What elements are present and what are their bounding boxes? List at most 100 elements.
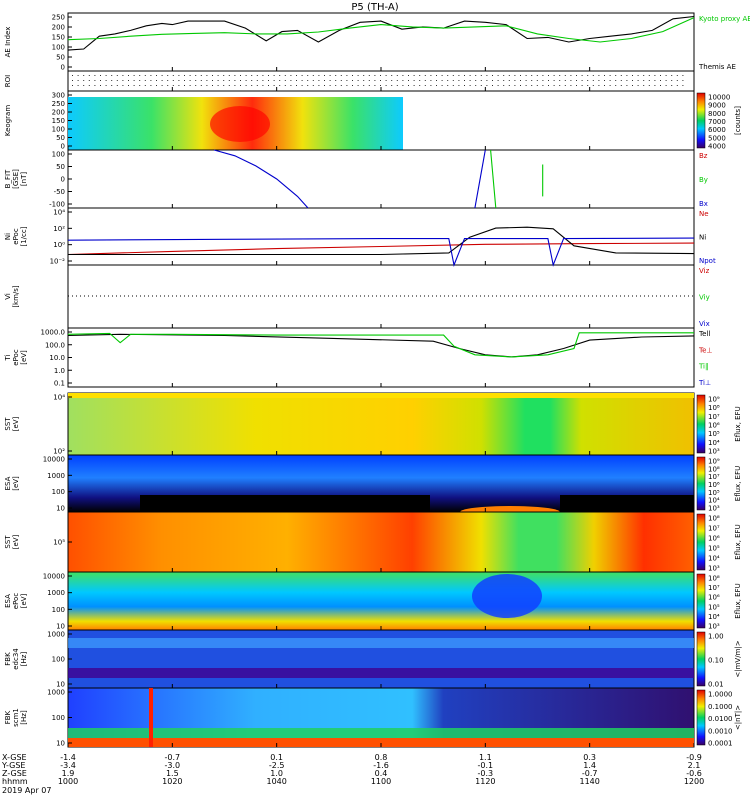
roi-dot (240, 85, 241, 86)
roi-dot (447, 80, 449, 81)
ephem-t-6: 1200 (684, 777, 704, 786)
ephem-y-2: -2.5 (269, 761, 285, 770)
roi-dot (441, 80, 443, 81)
roi-dot (296, 85, 297, 86)
roi-dot (503, 75, 505, 76)
roi-dot (206, 75, 208, 76)
roi-dot (419, 75, 421, 76)
ephem-z-0: 1.9 (62, 769, 75, 778)
roi-dot (150, 85, 152, 86)
density-ylabel-1: ePoc (12, 228, 20, 245)
esa-i-panel-frame (67, 571, 695, 631)
roi-dot (167, 80, 169, 81)
roi-dot (486, 75, 488, 76)
roi-dot (262, 80, 264, 81)
roi-dot (676, 80, 678, 81)
roi-dot (587, 75, 589, 76)
esa_e-colorbar-tick-5: 10⁴ (708, 497, 720, 505)
roi-dot (492, 75, 493, 76)
roi-dot (576, 75, 577, 76)
roi-dot (564, 80, 566, 81)
roi-dot (268, 80, 269, 81)
roi-dot (648, 80, 650, 81)
roi-dot (464, 75, 465, 76)
roi-dot (268, 75, 269, 76)
ephem-y-5: 1.4 (583, 761, 596, 770)
temperature-ylabel-0: Ti (4, 354, 12, 361)
bfield-panel-frame (67, 149, 695, 209)
roi-dot (279, 85, 281, 86)
sst_e-ytick-1: 10⁴ (53, 394, 65, 402)
roi-dot (83, 85, 85, 86)
roi-dot (223, 80, 225, 81)
fbk_b-colorbar-tick-3: 0.0010 (708, 727, 733, 735)
ephem-z-1: 1.5 (166, 769, 179, 778)
roi-dot (167, 85, 169, 86)
roi-dot (279, 80, 281, 81)
roi-dot (492, 80, 493, 81)
bfield-legend-0: Bz (699, 152, 708, 160)
fbk_b-colorbar-tick-4: 0.0001 (708, 740, 733, 748)
keogram-colorbar-tick-2: 8000 (708, 110, 726, 118)
sst_e-colorbar-tick-4: 10⁵ (708, 430, 720, 438)
sst_i-ytick-0: 10⁵ (53, 539, 65, 547)
roi-dot (385, 80, 387, 81)
roi-dot (105, 80, 107, 81)
roi-dot (441, 85, 443, 86)
roi-dot (72, 80, 73, 81)
roi-dot (436, 85, 437, 86)
roi-dot (195, 85, 197, 86)
ephem-t-5: 1140 (579, 777, 599, 786)
density-ylabel-2: [1/cc] (20, 226, 28, 246)
ae-series-0 (67, 15, 695, 51)
esa_e-colorbar-tick-3: 10⁶ (708, 481, 720, 489)
sst_i-ylabel-0: SST (4, 535, 12, 549)
roi-dot (72, 75, 73, 76)
density-series-0 (67, 242, 695, 256)
roi-dot (273, 85, 275, 86)
roi-dot (598, 80, 600, 81)
roi-dot (318, 80, 320, 81)
roi-dot (88, 85, 90, 86)
roi-dot (206, 85, 208, 86)
roi-dot (508, 80, 510, 81)
roi-dot (116, 75, 118, 76)
roi-dot (581, 80, 583, 81)
roi-dot (536, 80, 538, 81)
fbk_e-ylabel-0: FBK (4, 652, 12, 666)
roi-dot (620, 75, 622, 76)
roi-dot (324, 75, 325, 76)
roi-dot (111, 75, 113, 76)
roi-dot (290, 75, 292, 76)
roi-dot (525, 80, 527, 81)
roi-dot (200, 80, 202, 81)
fbk_b-ytick-0: 10 (56, 740, 65, 748)
roi-dot (559, 85, 561, 86)
roi-dot (643, 75, 645, 76)
roi-dot (548, 75, 549, 76)
roi-dot (514, 80, 516, 81)
roi-dot (637, 85, 639, 86)
esa_e-ytick-1: 100 (52, 488, 65, 496)
roi-dot (531, 80, 533, 81)
ephem-label-x: X-GSE (2, 753, 27, 762)
esa_i-colorbar-tick-0: 10⁸ (708, 575, 720, 583)
density-legend-0: Ne (699, 210, 709, 218)
roi-dot (508, 75, 510, 76)
sst_i-colorbar-tick-3: 10⁵ (708, 545, 720, 553)
ephem-label-z: Z-GSE (2, 769, 27, 778)
density-series-2 (67, 237, 695, 267)
bfield-ylabel-2: [nT] (20, 172, 28, 186)
roi-dot (357, 85, 359, 86)
roi-dot (503, 85, 505, 86)
roi-dot (413, 80, 415, 81)
roi-dot (144, 80, 146, 81)
roi-dot (329, 80, 331, 81)
roi-dot (475, 75, 477, 76)
sst_e-colorbar (696, 394, 706, 454)
roi-dot (172, 80, 174, 81)
fbk-b-spike (149, 688, 153, 747)
temperature-series-0 (67, 333, 695, 358)
roi-dot (195, 75, 197, 76)
